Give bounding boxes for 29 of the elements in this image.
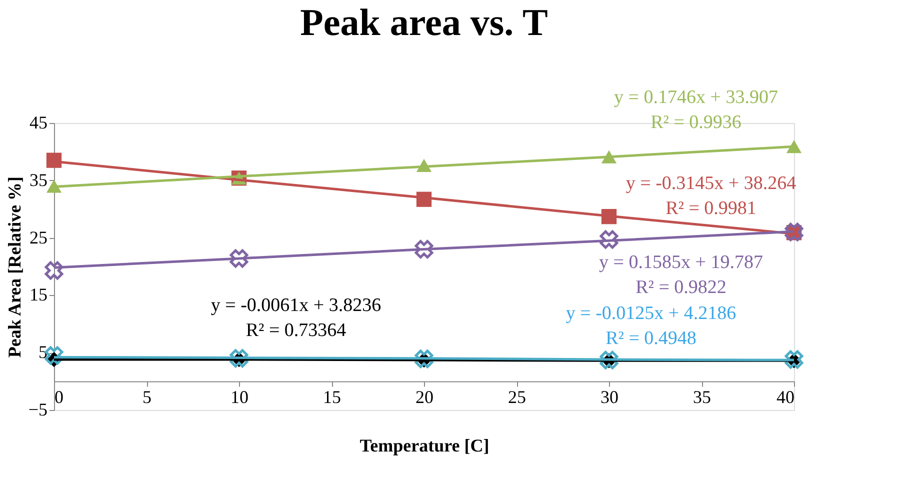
- x-tick-label: 0: [54, 386, 64, 407]
- x-tick-label: 10: [230, 386, 248, 407]
- annotation: y = -0.0061x + 3.8236 R² = 0.73364: [210, 295, 382, 341]
- point: [600, 230, 618, 249]
- y-axis-title: Peak Area [Relative %]: [4, 176, 24, 358]
- y-tick-label: 15: [30, 284, 48, 305]
- point: [44, 261, 64, 280]
- y-tick-label: −5: [28, 400, 48, 420]
- x-tick-label: 40: [776, 386, 794, 407]
- point: [46, 152, 62, 168]
- x-tick-label: 5: [142, 386, 152, 407]
- annotation: y = -0.3145x + 38.264 R² = 0.9981: [626, 173, 797, 219]
- point: [784, 350, 804, 369]
- annotation: y = 0.1585x + 19.787 R² = 0.9822: [599, 252, 763, 298]
- annotation: y = -0.0125x + 4.2186 R² = 0.4948: [566, 303, 736, 349]
- point: [230, 249, 248, 268]
- chart-title: Peak area vs. T: [300, 2, 548, 44]
- y-tick-label: 25: [30, 227, 48, 248]
- point: [414, 240, 434, 259]
- x-tick-label: 15: [323, 386, 341, 407]
- y-tick-label: 35: [30, 170, 48, 190]
- annotation: y = 0.1746x + 33.907 R² = 0.9936: [614, 87, 778, 133]
- x-tick-label: 35: [693, 386, 711, 407]
- y-tick-label: 45: [30, 112, 48, 132]
- x-tick-label: 20: [416, 386, 434, 407]
- x-tick-label: 25: [508, 386, 526, 407]
- point: [46, 180, 62, 193]
- x-axis-title: Temperature [C]: [360, 436, 490, 456]
- x-tick-label: 30: [600, 386, 618, 407]
